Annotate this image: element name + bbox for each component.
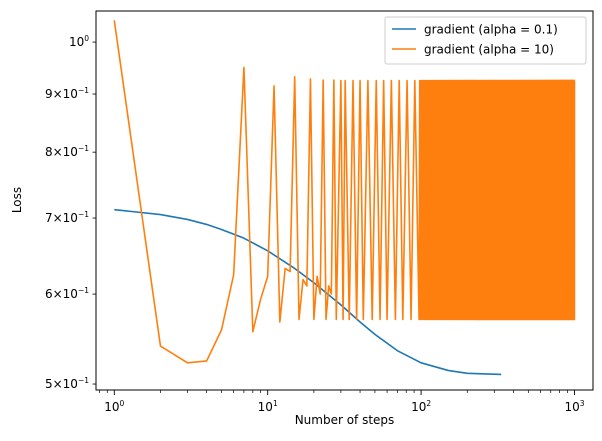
y-tick-label: 100 <box>69 34 89 49</box>
legend-label-series-2: gradient (alpha = 10) <box>424 43 554 57</box>
x-tick-label: 101 <box>258 399 278 414</box>
y-tick-label: 6×10−1 <box>45 286 89 301</box>
x-axis-label: Number of steps <box>295 413 395 427</box>
x-axis: 100 101 102 103 <box>99 390 585 414</box>
x-tick-label: 100 <box>104 399 124 414</box>
x-tick-label: 103 <box>564 399 584 414</box>
y-tick-label: 5×10−1 <box>45 376 89 391</box>
legend: gradient (alpha = 0.1) gradient (alpha =… <box>384 16 587 65</box>
plot-frame <box>95 10 594 391</box>
y-axis: 5×10−1 6×10−1 7×10−1 8×10−1 9×10−1 100 <box>45 34 96 391</box>
legend-label-series-1: gradient (alpha = 0.1) <box>424 23 558 37</box>
y-tick-label: 8×10−1 <box>45 144 89 159</box>
x-tick-label: 102 <box>411 399 431 414</box>
series-layer <box>113 20 576 376</box>
legend-box <box>384 16 587 65</box>
y-axis-label: Loss <box>10 187 24 213</box>
y-tick-label: 7×10−1 <box>45 210 89 225</box>
plot-area <box>95 10 594 391</box>
series-line-2 <box>113 20 576 364</box>
y-tick-label: 9×10−1 <box>45 86 89 101</box>
